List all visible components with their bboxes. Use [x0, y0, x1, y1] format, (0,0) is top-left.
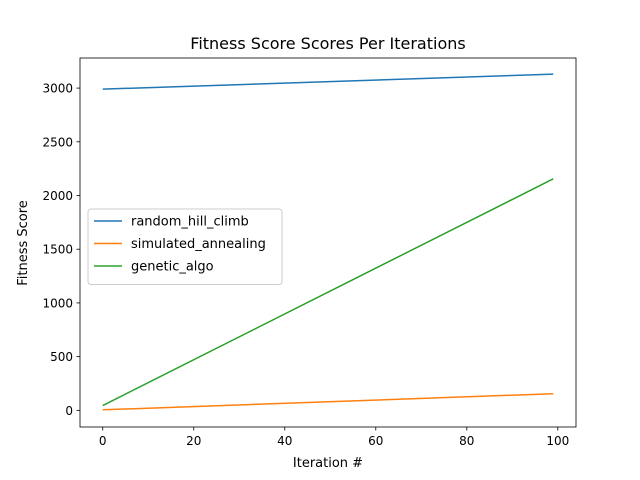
y-tick-label-500: 500 — [50, 350, 73, 364]
legend-box — [87, 208, 283, 285]
x-tick-label-100: 100 — [546, 434, 569, 448]
y-tick-label-3000: 3000 — [42, 82, 73, 96]
series-line-random_hill_climb — [102, 73, 554, 90]
x-tick-label-20: 20 — [186, 434, 201, 448]
x-tick-label-40: 40 — [277, 434, 292, 448]
x-axis-label: Iteration # — [293, 456, 363, 471]
axes-frame — [79, 57, 577, 428]
y-tick-label-1000: 1000 — [42, 296, 73, 310]
legend-label-random_hill_climb: random_hill_climb — [131, 215, 249, 230]
series-line-genetic_algo — [102, 178, 554, 407]
legend-label-genetic_algo: genetic_algo — [131, 260, 214, 275]
x-tick-label-80: 80 — [459, 434, 474, 448]
x-tick-label-60: 60 — [368, 434, 383, 448]
x-tick-label-0: 0 — [99, 434, 107, 448]
legend: random_hill_climb simulated_annealinggene… — [87, 208, 283, 285]
chart-title: Fitness Score Scores Per Iterations — [190, 34, 465, 53]
y-axis-label: Fitness Score — [16, 200, 31, 286]
series-line-simulated_annealing — [102, 392, 554, 411]
y-tick-label-1500: 1500 — [42, 243, 73, 257]
y-tick-label-2000: 2000 — [42, 189, 73, 203]
y-tick-label-0: 0 — [65, 404, 73, 418]
legend-label-simulated_annealing: simulated_annealing — [131, 237, 266, 252]
y-tick-label-2500: 2500 — [42, 135, 73, 149]
